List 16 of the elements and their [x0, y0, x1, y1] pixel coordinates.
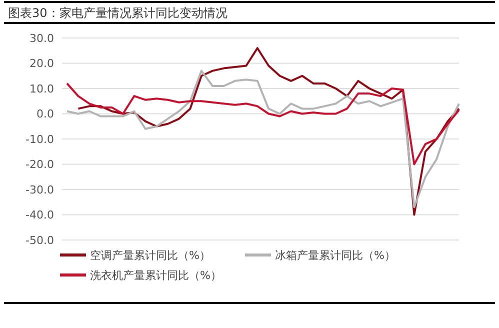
y-tick-label: -10.0 [26, 132, 54, 146]
legend-label: 冰箱产量累计同比（%） [275, 248, 396, 262]
line-series [66, 82, 460, 166]
y-tick-label: 20.0 [30, 57, 54, 70]
y-tick-label: 0.0 [36, 108, 54, 121]
y-tick-label: -30.0 [26, 183, 54, 196]
line-series [77, 47, 460, 216]
y-tick-label: -20.0 [26, 158, 54, 172]
y-tick-label: 30.0 [30, 32, 54, 45]
line-series [66, 70, 460, 208]
chart-title: 图表30：家电产量情况累计同比变动情况 [8, 6, 228, 20]
y-tick-label: 10.0 [30, 82, 54, 96]
y-tick-label: -40.0 [26, 208, 54, 222]
y-tick-label: -50.0 [26, 234, 54, 247]
legend-label: 空调产量累计同比（%） [90, 248, 210, 262]
legend-label: 洗衣机产量累计同比（%） [90, 268, 222, 282]
